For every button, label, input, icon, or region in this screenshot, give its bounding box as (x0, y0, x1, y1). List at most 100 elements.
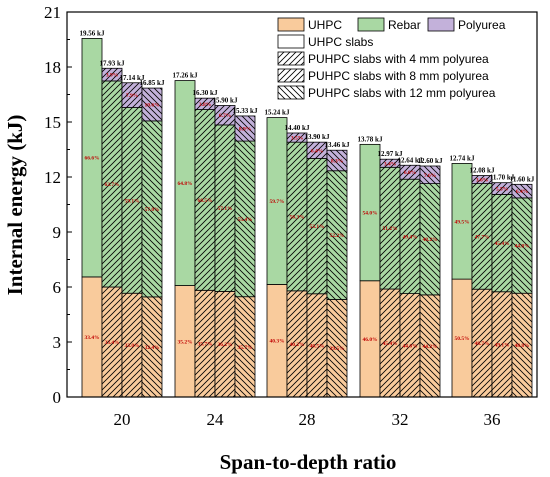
bar-hatch-uhpc-28-1 (287, 290, 307, 397)
bar-hatch-rebar-36-1 (472, 183, 492, 290)
pct-label-rebar-24-0: 64.8% (177, 181, 192, 187)
legend: UHPC Rebar Polyurea UHPC slabs PUHPC slabs w… (277, 17, 506, 100)
bar-hatch-polyurea-24-3 (235, 115, 255, 142)
bar-hatch-uhpc-32-2 (400, 293, 420, 397)
pct-label-rebar-32-3: 48.2% (422, 237, 437, 243)
legend-swatch-slab-0 (277, 34, 305, 49)
pct-label-polyurea-32-2: 6.0% (404, 170, 416, 176)
bar-hatch-polyurea-36-1 (472, 175, 492, 184)
pct-label-uhpc-36-2: 49.1% (494, 342, 509, 348)
pct-label-polyurea-28-2: 6.4% (311, 148, 323, 154)
labels-layer: 33.4% 66.6% 19.56 kJ 33.4% 62.7% 3.9% 17.93 kJ… (80, 29, 535, 352)
bar-hatch-uhpc-32-3 (420, 294, 440, 397)
pct-label-polyurea-28-1: 3.5% (291, 136, 303, 142)
pct-label-rebar-20-1: 62.7% (104, 182, 119, 188)
bar-hatch-rebar-20-2 (122, 107, 142, 294)
legend-hatch-slab-2 (278, 69, 304, 82)
bar-hatch-rebar-24-2 (215, 124, 235, 292)
bar-hatch-polyurea-36-3 (512, 184, 532, 198)
bar-hatch-polyurea-20-1 (102, 68, 122, 81)
bar-hatch-rebar-28-3 (327, 170, 347, 300)
bar-hatch-rebar-24-3 (235, 141, 255, 297)
y-tick-label-9: 9 (53, 223, 62, 242)
bar-hatch-uhpc-20-1 (102, 287, 122, 397)
pct-label-uhpc-28-2: 40.5% (309, 343, 324, 349)
bar-hatch-polyurea-32-2 (400, 165, 420, 180)
y-tick-label-6: 6 (53, 278, 62, 297)
pct-label-uhpc-24-2: 36.2% (217, 342, 232, 348)
legend-label-slab-1: PUHPC slabs with 4 mm polyurea (308, 52, 489, 66)
pct-label-uhpc-32-2: 44.6% (402, 343, 417, 349)
pct-label-uhpc-28-0: 40.3% (269, 339, 284, 345)
pct-label-rebar-28-1: 56.3% (289, 215, 304, 221)
total-label-28-2: 13.90 kJ (305, 133, 330, 141)
legend-swatch-rebar (357, 17, 385, 32)
total-label-24-2: 15.90 kJ (213, 97, 238, 105)
x-tick-label-24: 24 (207, 410, 225, 429)
pct-label-polyurea-20-3: 10.6% (144, 102, 159, 108)
total-label-36-2: 11.70 kJ (490, 174, 515, 182)
bar-hatch-uhpc-24-2 (215, 291, 235, 397)
bar-hatch-polyurea-24-1 (195, 98, 215, 110)
bar-hatch-uhpc-24-3 (235, 296, 255, 397)
total-label-32-3: 12.60 kJ (418, 157, 443, 165)
pct-label-uhpc-20-3: 32.4% (144, 345, 159, 351)
bar-hatch-uhpc-20-3 (142, 296, 162, 397)
total-label-20-0: 19.56 kJ (80, 29, 105, 37)
pct-label-uhpc-24-1: 35.7% (197, 342, 212, 348)
bar-hatch-polyurea-24-2 (215, 105, 235, 125)
pct-label-uhpc-32-1: 45.4% (382, 341, 397, 347)
bar-hatch-rebar-20-3 (142, 120, 162, 297)
total-label-36-1: 12.08 kJ (470, 167, 495, 175)
total-label-36-0: 12.74 kJ (450, 154, 475, 162)
total-label-24-1: 16.30 kJ (193, 89, 218, 97)
total-label-32-0: 13.78 kJ (358, 135, 383, 143)
bar-hatch-polyurea-28-1 (287, 133, 307, 143)
pct-label-rebar-28-3: 52.2% (329, 233, 344, 239)
total-label-28-0: 15.24 kJ (265, 109, 290, 117)
bar-hatch-polyurea-32-1 (380, 159, 400, 168)
total-label-28-3: 13.46 kJ (325, 141, 350, 149)
pct-label-uhpc-24-3: 35.7% (237, 345, 252, 351)
y-tick-label-0: 0 (53, 388, 62, 407)
pct-label-polyurea-32-3: 7.6% (424, 173, 436, 179)
y-tick-label-15: 15 (44, 113, 61, 132)
legend-hatch-slab-3 (278, 86, 304, 99)
y-tick-label-12: 12 (44, 168, 61, 187)
total-label-32-2: 12.64 kJ (398, 156, 423, 164)
pct-label-rebar-36-3: 44.8% (514, 244, 529, 250)
bar-hatch-rebar-36-2 (492, 194, 512, 292)
pct-label-polyurea-36-1: 3.6% (476, 178, 488, 184)
pct-label-uhpc-24-0: 35.2% (177, 339, 192, 345)
bar-hatch-polyurea-28-3 (327, 150, 347, 171)
bar-hatch-polyurea-32-3 (420, 166, 440, 184)
pct-label-rebar-24-3: 55.4% (237, 217, 252, 223)
pct-label-polyurea-36-2: 5.5% (496, 187, 508, 193)
pct-label-uhpc-32-0: 46.0% (362, 337, 377, 343)
pct-label-polyurea-32-1: 3.4% (384, 161, 396, 167)
pct-label-uhpc-28-1: 40.2% (289, 342, 304, 348)
y-tick-label-21: 21 (44, 3, 61, 22)
pct-label-polyurea-24-1: 3.8% (199, 102, 211, 108)
pct-label-rebar-36-0: 49.5% (454, 219, 469, 225)
x-tick-label-36: 36 (484, 410, 501, 429)
bar-hatch-uhpc-28-3 (327, 299, 347, 397)
legend-swatch-polyurea (427, 17, 455, 32)
bar-hatch-polyurea-36-2 (492, 182, 512, 195)
pct-label-uhpc-20-0: 33.4% (84, 335, 99, 341)
bar-hatch-polyurea-20-2 (122, 82, 142, 108)
bar-hatch-rebar-20-1 (102, 80, 122, 287)
bar-hatch-uhpc-36-3 (512, 293, 532, 397)
total-label-20-2: 17.14 kJ (120, 74, 145, 82)
pct-label-rebar-24-2: 57.1% (217, 206, 232, 212)
pct-label-polyurea-20-2: 7.9% (126, 93, 138, 99)
legend-label-polyurea: Polyurea (458, 18, 506, 32)
pct-label-uhpc-28-3: 39.5% (329, 346, 344, 352)
total-label-32-1: 12.97 kJ (378, 150, 403, 158)
x-axis-title: Span-to-depth ratio (220, 450, 397, 474)
bar-hatch-rebar-32-1 (380, 167, 400, 290)
pct-label-rebar-32-2: 49.4% (402, 234, 417, 240)
pct-label-uhpc-20-2: 33.0% (124, 343, 139, 349)
